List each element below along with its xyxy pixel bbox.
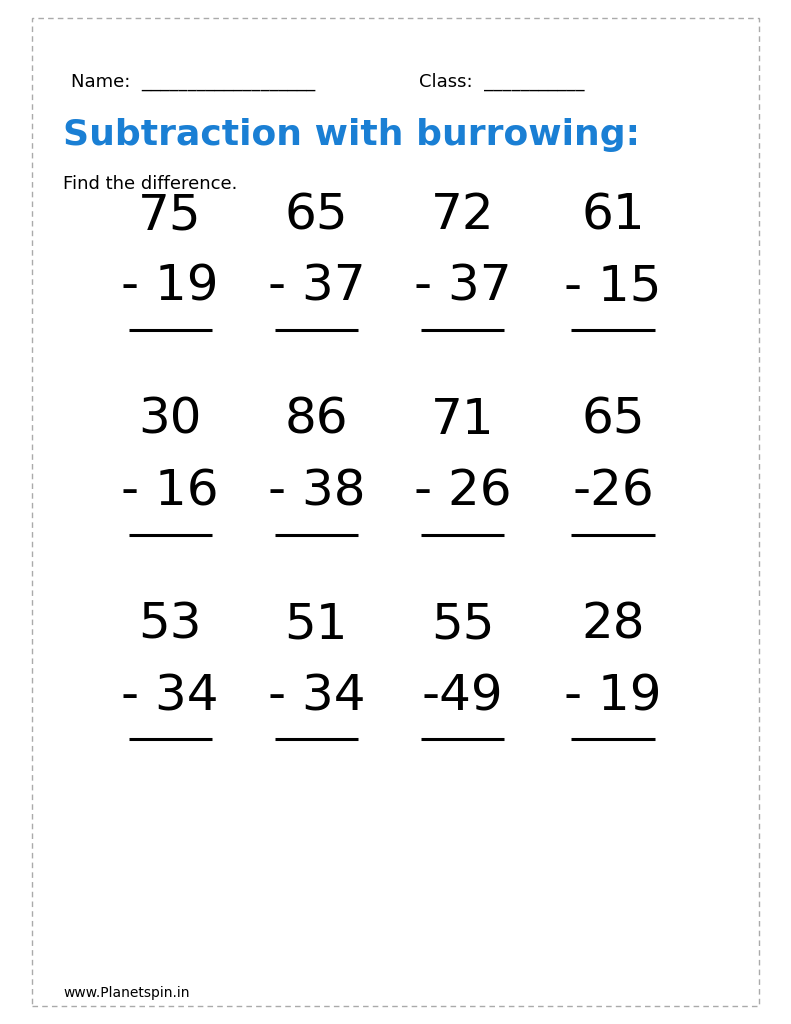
- Text: - 26: - 26: [414, 468, 512, 515]
- Text: - 16: - 16: [121, 468, 219, 515]
- Text: - 19: - 19: [564, 673, 662, 720]
- Text: - 34: - 34: [121, 673, 219, 720]
- Text: 65: 65: [581, 396, 645, 443]
- Text: 61: 61: [581, 191, 645, 239]
- Text: - 37: - 37: [267, 263, 365, 310]
- Text: 51: 51: [285, 601, 348, 648]
- Text: - 37: - 37: [414, 263, 512, 310]
- Text: Subtraction with burrowing:: Subtraction with burrowing:: [63, 118, 640, 153]
- Text: Class:  ___________: Class: ___________: [419, 73, 585, 91]
- Text: - 34: - 34: [267, 673, 365, 720]
- Text: 71: 71: [431, 396, 494, 443]
- Text: 30: 30: [138, 396, 202, 443]
- Text: 55: 55: [431, 601, 494, 648]
- Text: 28: 28: [581, 601, 645, 648]
- Text: - 15: - 15: [564, 263, 662, 310]
- Text: 75: 75: [138, 191, 202, 239]
- Text: www.Planetspin.in: www.Planetspin.in: [63, 986, 190, 1000]
- Text: Name:  ___________________: Name: ___________________: [71, 73, 316, 91]
- Text: -26: -26: [572, 468, 654, 515]
- Text: - 38: - 38: [267, 468, 365, 515]
- Text: 53: 53: [138, 601, 202, 648]
- Text: 72: 72: [431, 191, 494, 239]
- Text: Find the difference.: Find the difference.: [63, 175, 237, 194]
- Text: - 19: - 19: [121, 263, 219, 310]
- Text: 65: 65: [285, 191, 348, 239]
- Text: 86: 86: [285, 396, 348, 443]
- Text: -49: -49: [422, 673, 504, 720]
